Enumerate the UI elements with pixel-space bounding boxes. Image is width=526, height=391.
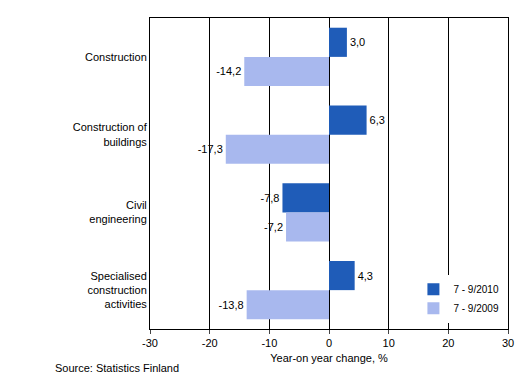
svg-text:-30: -30 [142,337,158,349]
svg-text:Construction: Construction [85,51,147,63]
svg-text:Civilengineering: Civilengineering [89,199,147,225]
svg-text:7 - 9/2009: 7 - 9/2009 [453,303,498,314]
svg-text:-7,8: -7,8 [260,192,279,204]
svg-text:-13,8: -13,8 [219,299,244,311]
svg-text:Specialisedconstructionactivit: Specialisedconstructionactivities [87,270,147,311]
svg-text:4,3: 4,3 [358,270,373,282]
svg-text:10: 10 [383,337,395,349]
svg-text:30: 30 [502,337,514,349]
svg-text:-10: -10 [261,337,277,349]
svg-text:Construction ofbuildings: Construction ofbuildings [73,121,148,147]
svg-text:Source: Statistics Finland: Source: Statistics Finland [55,362,179,374]
svg-text:Year-on year change, %: Year-on year change, % [270,352,388,364]
svg-text:3,0: 3,0 [350,36,365,48]
svg-text:-20: -20 [202,337,218,349]
svg-text:7 - 9/2010: 7 - 9/2010 [453,284,498,295]
svg-text:6,3: 6,3 [370,114,385,126]
svg-text:-17,3: -17,3 [198,143,223,155]
svg-text:20: 20 [442,337,454,349]
svg-text:0: 0 [326,337,332,349]
svg-text:-7,2: -7,2 [264,221,283,233]
svg-text:-14,2: -14,2 [216,65,241,77]
